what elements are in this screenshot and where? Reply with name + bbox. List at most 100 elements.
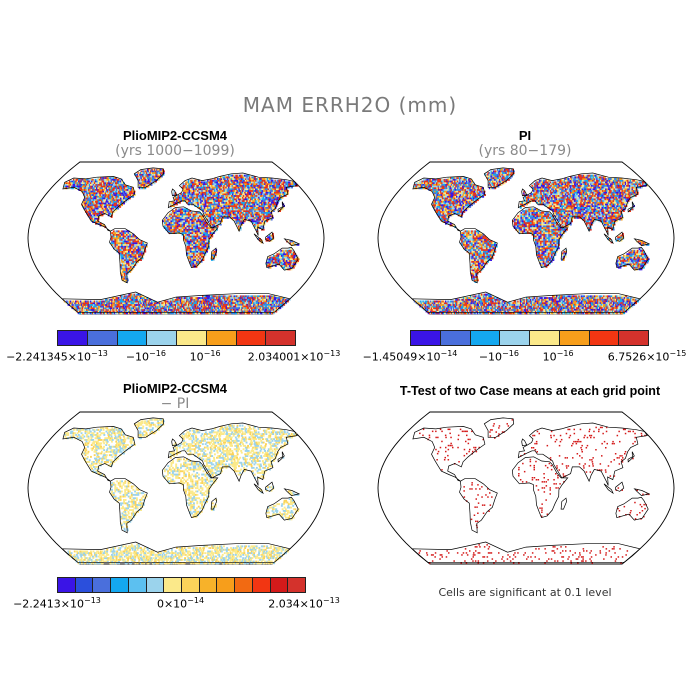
colorbar-tick-label: −1.45049×10−14 [362, 349, 458, 364]
coastline-namerica [62, 176, 136, 232]
colorbar-tick-label: 2.034001×10−13 [247, 349, 341, 364]
coastline-madagascar [560, 497, 567, 510]
colorbar-swatch [288, 578, 306, 592]
coastline-australia [265, 246, 299, 271]
colorbar-swatch [619, 331, 648, 345]
colorbar-swatch [58, 578, 76, 592]
coastline-greenland [483, 417, 515, 438]
colorbar-tick-label: −2.2413×10−13 [13, 596, 101, 611]
panel-2-map [377, 161, 675, 315]
panel-4-map [377, 411, 675, 565]
coastline-africa [161, 456, 219, 519]
colorbar-swatch [266, 331, 295, 345]
panel-3-colorbar-ticks: −2.2413×10−13 0×10−14 2.034×10−13 [13, 596, 340, 612]
coastline-japan [627, 451, 635, 463]
colorbar-swatch [182, 578, 200, 592]
colorbar-swatch [411, 331, 441, 345]
significance-note: Cells are significant at 0.1 level [438, 586, 612, 599]
colorbar-swatch [146, 578, 165, 592]
map-frame [377, 411, 675, 565]
colorbar-swatch [235, 578, 253, 592]
coastline-madagascar [210, 247, 217, 260]
coastline-antarctica [61, 291, 291, 313]
coastline-australia [615, 246, 649, 271]
colorbar-swatch [117, 331, 148, 345]
colorbar-swatch [206, 331, 237, 345]
panel-1-subtitle: (yrs 1000−1099) [115, 143, 235, 159]
colorbar-swatch [530, 331, 560, 345]
coastline-madagascar [560, 247, 567, 260]
panel-3-subtitle: − PI [160, 396, 190, 412]
coastline-eurasia [167, 422, 298, 486]
panel-2-colorbar [410, 330, 649, 346]
colorbar-swatch [440, 331, 471, 345]
coastline-uk [521, 438, 528, 447]
coastline-africa [511, 206, 569, 269]
panel-3-map [27, 411, 325, 565]
colorbar-swatch [111, 578, 129, 592]
coastline-japan [277, 451, 285, 463]
coastline-australia [265, 496, 299, 521]
colorbar-swatch [217, 578, 236, 592]
coastline-samerica [109, 228, 148, 284]
panel-1-colorbar [57, 330, 296, 346]
coastline-sumatra [603, 233, 614, 245]
panel-1-map [27, 161, 325, 315]
panel-3-title: PlioMIP2-CCSM4 [122, 381, 227, 396]
coastline-sumatra [253, 233, 264, 245]
colorbar-swatch [199, 578, 218, 592]
colorbar-swatch [75, 578, 94, 592]
coastline-newguinea [283, 488, 301, 496]
coastline-japan [277, 201, 285, 213]
colorbar-tick-label: −10−16 [478, 349, 519, 364]
coastline-greenland [133, 417, 165, 438]
colorbar-tick-label: 2.034×10−13 [268, 596, 340, 611]
colorbar-swatch [270, 578, 289, 592]
coastline-antarctica [411, 541, 641, 563]
colorbar-swatch [164, 578, 183, 592]
coastline-antarctica [411, 291, 641, 313]
colorbar-tick-label: 10−16 [189, 349, 221, 364]
coastline-namerica [62, 426, 136, 482]
coastline-samerica [109, 478, 148, 534]
land-cells [64, 418, 300, 565]
coastline-uk [171, 438, 178, 447]
coastline-sumatra [253, 483, 264, 495]
coastline-greenland [133, 167, 165, 188]
coastline-namerica [412, 176, 486, 232]
coastline-sumatra [603, 483, 614, 495]
coastline-newguinea [633, 488, 651, 496]
colorbar-swatch [58, 331, 88, 345]
colorbar-tick-label: 10−16 [542, 349, 574, 364]
colorbar-swatch [470, 331, 501, 345]
coastline-borneo [615, 481, 625, 492]
land-cells [418, 419, 650, 564]
coastline-newguinea [283, 238, 301, 246]
panel-2-subtitle: (yrs 80−179) [478, 143, 572, 159]
coastline-greenland [483, 167, 515, 188]
colorbar-swatch [236, 331, 267, 345]
figure-title: MAM ERRH2O (mm) [242, 93, 458, 117]
coastline-africa [511, 456, 569, 519]
colorbar-swatch [252, 578, 271, 592]
coastline-japan [627, 201, 635, 213]
coastline-uk [521, 188, 528, 197]
coastline-eurasia [167, 172, 298, 236]
coastline-madagascar [210, 497, 217, 510]
panel-1-title: PlioMIP2-CCSM4 [122, 128, 227, 143]
coastline-namerica [412, 426, 486, 482]
colorbar-swatch [87, 331, 118, 345]
panel-2-title: PI [518, 128, 532, 143]
coastline-samerica [459, 228, 498, 284]
colorbar-tick-label: −10−16 [125, 349, 166, 364]
coastline-eurasia [517, 172, 648, 236]
coastline-uk [171, 188, 178, 197]
coastline-newguinea [633, 238, 651, 246]
coastline-samerica [459, 478, 498, 534]
colorbar-swatch [128, 578, 147, 592]
coastline-borneo [615, 231, 625, 242]
coastline-antarctica [61, 541, 291, 563]
panel-2-colorbar-ticks: −1.45049×10−14 −10−16 10−16 6.7526×10−15 [363, 349, 687, 365]
colorbar-tick-label: 0×10−14 [156, 596, 205, 611]
colorbar-tick-label: 6.7526×10−15 [607, 349, 687, 364]
